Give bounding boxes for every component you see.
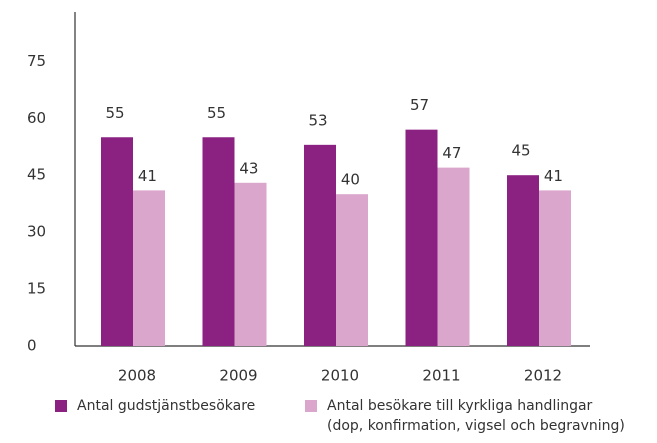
legend-label: Antal besökare till kyrkliga handlingar …: [327, 398, 625, 434]
legend-item: Antal gudstjänstbesökare: [55, 396, 255, 416]
value-label: 41: [138, 167, 157, 185]
value-label: 47: [442, 144, 461, 162]
bar: [101, 137, 133, 346]
bar: [539, 190, 571, 346]
bar: [234, 182, 267, 346]
x-tick-label: 2008: [118, 367, 156, 385]
value-label: 43: [239, 159, 258, 177]
value-label: 55: [105, 104, 124, 122]
value-label: 55: [207, 104, 226, 122]
y-tick-label: 0: [27, 337, 37, 355]
legend-label: Antal gudstjänstbesökare: [77, 398, 256, 414]
y-tick-label: 30: [27, 223, 46, 241]
bar: [437, 167, 470, 346]
y-tick-label: 15: [27, 280, 46, 298]
legend-item: Antal besökare till kyrkliga handlingar …: [305, 396, 625, 436]
legend-swatch: [305, 400, 317, 412]
y-tick-label: 45: [27, 166, 46, 184]
value-label: 53: [308, 111, 327, 129]
bar: [202, 137, 235, 346]
bar: [405, 129, 438, 346]
value-label: 40: [341, 171, 360, 189]
bar: [133, 190, 165, 346]
value-label: 57: [410, 96, 429, 114]
chart: 0 15 30 45 60 75 2008 55 41 2009 55 43 2010 53 40 2011 5…: [27, 12, 590, 385]
value-label: 45: [511, 142, 530, 160]
bar: [336, 194, 368, 346]
x-tick-label: 2012: [524, 367, 562, 385]
value-label: 41: [544, 167, 563, 185]
bar: [507, 175, 539, 346]
legend-swatch: [55, 400, 67, 412]
x-tick-label: 2009: [219, 367, 257, 385]
y-tick-label: 75: [27, 52, 46, 70]
x-tick-label: 2010: [321, 367, 359, 385]
y-tick-label: 60: [27, 109, 46, 127]
x-tick-label: 2011: [422, 367, 460, 385]
bar: [304, 144, 336, 346]
